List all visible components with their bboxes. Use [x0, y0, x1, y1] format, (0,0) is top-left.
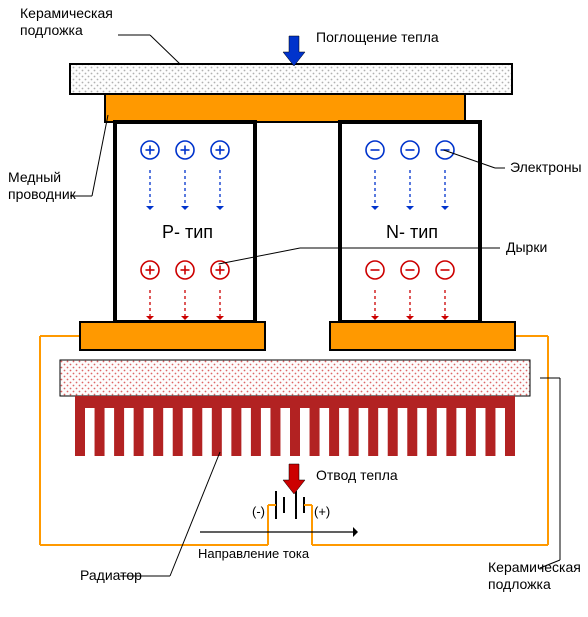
svg-text:(-): (-)	[252, 504, 265, 519]
svg-text:проводник: проводник	[8, 186, 77, 202]
radiator-fin	[466, 408, 476, 456]
bottom-copper-left	[80, 322, 265, 350]
svg-text:Электроны: Электроны	[510, 159, 582, 175]
radiator-fin	[368, 408, 378, 456]
radiator-fin	[251, 408, 261, 456]
radiator-fin	[446, 408, 456, 456]
svg-text:подложка: подложка	[20, 22, 83, 38]
svg-text:Отвод тепла: Отвод тепла	[316, 467, 398, 483]
radiator-fin	[231, 408, 241, 456]
radiator-fin	[407, 408, 417, 456]
radiator-fin	[485, 408, 495, 456]
radiator-fin	[95, 408, 105, 456]
radiator-fin	[505, 408, 515, 456]
svg-text:Дырки: Дырки	[506, 239, 547, 255]
svg-text:Радиатор: Радиатор	[80, 567, 142, 583]
radiator-fin	[153, 408, 163, 456]
radiator-fin	[329, 408, 339, 456]
svg-text:Керамическая: Керамическая	[488, 559, 581, 575]
radiator-fin	[310, 408, 320, 456]
radiator-fin	[134, 408, 144, 456]
svg-text:подложка: подложка	[488, 576, 551, 592]
svg-text:Направление тока: Направление тока	[198, 546, 310, 561]
top-copper-bar	[105, 94, 465, 122]
svg-text:Медный: Медный	[8, 169, 61, 185]
radiator-fin	[388, 408, 398, 456]
svg-text:P- тип: P- тип	[162, 222, 213, 242]
svg-text:N- тип: N- тип	[386, 222, 438, 242]
svg-text:Керамическая: Керамическая	[20, 5, 113, 21]
radiator-fin	[212, 408, 222, 456]
radiator-fin	[173, 408, 183, 456]
bottom-copper-right	[330, 322, 515, 350]
radiator-fin	[349, 408, 359, 456]
svg-text:Поглощение тепла: Поглощение тепла	[316, 29, 439, 45]
svg-text:(+): (+)	[314, 504, 330, 519]
radiator-base	[75, 396, 515, 408]
radiator-fin	[270, 408, 280, 456]
radiator-fin	[427, 408, 437, 456]
radiator-fin	[75, 408, 85, 456]
bottom-ceramic-plate	[60, 360, 530, 396]
radiator-fin	[192, 408, 202, 456]
top-ceramic-plate	[70, 64, 512, 94]
radiator-fin	[290, 408, 300, 456]
radiator-fin	[114, 408, 124, 456]
